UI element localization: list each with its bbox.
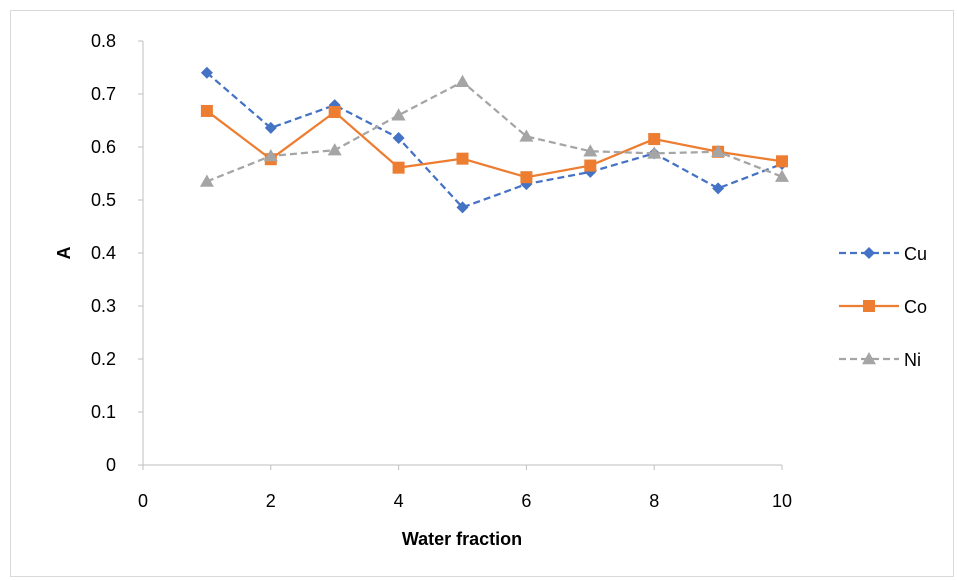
legend-item-cu: Cu	[839, 244, 927, 264]
legend: Cu Co Ni	[839, 244, 927, 370]
y-tick-label: 0.6	[91, 137, 116, 157]
y-tick-label: 0.2	[91, 349, 116, 369]
data-point-co	[328, 106, 341, 119]
data-point-cu	[264, 121, 277, 134]
data-point-ni	[263, 149, 278, 162]
y-axis-title: A	[54, 247, 74, 260]
data-point-ni	[199, 174, 214, 187]
series-cu	[200, 66, 788, 214]
x-tick-label: 2	[266, 491, 276, 511]
data-point-ni	[327, 143, 342, 156]
x-axis-title: Water fraction	[402, 529, 522, 549]
data-point-ni	[775, 169, 789, 182]
x-tick-label: 10	[772, 491, 792, 511]
data-point-co	[200, 104, 213, 117]
y-tick-label: 0.3	[91, 296, 116, 316]
legend-marker-cu	[863, 247, 875, 259]
x-axis: 0 2 4 6 8 10	[138, 464, 792, 511]
legend-label-ni: Ni	[904, 350, 921, 370]
legend-item-co: Co	[839, 297, 927, 317]
series-ni	[199, 74, 789, 187]
data-point-cu	[200, 66, 213, 79]
legend-marker-co	[863, 300, 875, 312]
data-point-ni	[711, 144, 726, 158]
series-co	[200, 104, 788, 184]
data-point-ni	[647, 146, 662, 159]
data-point-co	[648, 133, 661, 146]
data-point-ni	[583, 144, 598, 157]
y-tick-label: 0.8	[91, 31, 116, 51]
x-tick-label: 8	[649, 491, 659, 511]
series-line-co	[206, 110, 783, 179]
y-axis: 0 0.1 0.2 0.3 0.4 0.5 0.6 0.7 0.8	[91, 31, 144, 475]
legend-item-ni: Ni	[839, 350, 921, 370]
x-tick-label: 6	[521, 491, 531, 511]
data-point-ni	[455, 74, 470, 88]
data-point-co	[392, 161, 405, 174]
series-line-ni	[206, 80, 783, 183]
data-point-co	[520, 171, 533, 184]
y-tick-label: 0.7	[91, 84, 116, 104]
y-tick-label: 0.1	[91, 402, 116, 422]
y-tick-label: 0.4	[91, 243, 116, 263]
legend-label-co: Co	[904, 297, 927, 317]
series-line-cu	[206, 71, 783, 209]
y-tick-label: 0.5	[91, 190, 116, 210]
x-tick-label: 4	[394, 491, 404, 511]
legend-label-cu: Cu	[904, 244, 927, 264]
plot-area	[199, 66, 789, 214]
data-point-cu	[712, 182, 725, 195]
data-point-ni	[519, 129, 534, 142]
data-point-co	[584, 159, 597, 172]
x-tick-label: 0	[138, 491, 148, 511]
data-point-cu	[392, 131, 405, 144]
data-point-ni	[391, 108, 406, 121]
chart-frame	[10, 10, 954, 577]
y-tick-label: 0	[106, 455, 116, 475]
data-point-co	[776, 155, 788, 168]
data-point-cu	[456, 201, 469, 214]
data-point-co	[456, 152, 469, 165]
legend-marker-ni	[862, 352, 876, 365]
